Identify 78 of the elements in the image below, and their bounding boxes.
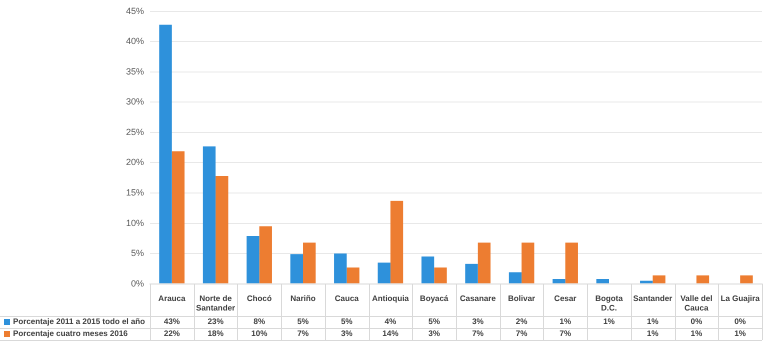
x-tick-label: Chocó bbox=[246, 294, 272, 303]
bar bbox=[434, 267, 447, 284]
bar bbox=[652, 275, 666, 284]
data-label: 4% bbox=[384, 317, 396, 326]
data-label: 0% bbox=[734, 317, 746, 326]
x-tick-label: Arauca bbox=[158, 294, 186, 303]
y-tick-label: 10% bbox=[126, 218, 144, 228]
data-label: 3% bbox=[428, 329, 440, 338]
data-label: 7% bbox=[472, 329, 484, 338]
bar bbox=[159, 24, 172, 284]
bar bbox=[259, 226, 272, 284]
x-tick-label: Nariño bbox=[290, 294, 316, 303]
data-label: 14% bbox=[382, 329, 398, 338]
data-label: 8% bbox=[254, 317, 266, 326]
x-tick-label: Boyacá bbox=[420, 294, 449, 303]
y-tick-label: 30% bbox=[126, 96, 144, 107]
data-label: 7% bbox=[560, 329, 572, 338]
y-tick-label: 20% bbox=[126, 157, 144, 168]
data-label: 1% bbox=[560, 317, 572, 326]
bar bbox=[172, 151, 185, 284]
data-label: 5% bbox=[297, 317, 309, 326]
legend-label: Porcentaje cuatro meses 2016 bbox=[13, 329, 128, 338]
data-label: 3% bbox=[340, 329, 353, 338]
x-tick-label: Santander bbox=[633, 294, 672, 303]
y-tick-label: 5% bbox=[131, 248, 144, 258]
y-tick-label: 35% bbox=[126, 66, 144, 76]
bar bbox=[565, 242, 578, 284]
bar bbox=[640, 280, 653, 284]
data-label: 7% bbox=[516, 329, 528, 338]
x-tick-label: La Guajira bbox=[720, 294, 760, 303]
x-tick-label: Casanare bbox=[460, 294, 496, 303]
x-tick-label: Norte de Santander bbox=[196, 294, 236, 312]
bar bbox=[202, 146, 216, 284]
x-tick-label: Antioquia bbox=[372, 294, 410, 303]
x-tick-label: Cesar bbox=[554, 294, 576, 303]
bar bbox=[596, 278, 610, 284]
data-label: 43% bbox=[164, 317, 180, 326]
data-label: 7% bbox=[297, 329, 309, 338]
y-tick-label: 40% bbox=[126, 36, 144, 46]
data-label: 5% bbox=[340, 317, 353, 326]
bar bbox=[346, 267, 360, 284]
data-label: 1% bbox=[734, 329, 746, 338]
data-label: 1% bbox=[690, 329, 702, 338]
bar bbox=[378, 262, 390, 284]
bar bbox=[246, 236, 260, 284]
bar bbox=[696, 275, 710, 284]
bar bbox=[390, 200, 404, 284]
data-label: 3% bbox=[472, 317, 484, 326]
data-label: 2% bbox=[516, 317, 528, 326]
data-label: 10% bbox=[251, 329, 268, 338]
data-label: 22% bbox=[164, 329, 180, 338]
bar bbox=[522, 242, 534, 284]
x-tick-label: Bogota D.C. bbox=[595, 294, 624, 312]
y-tick-label: 15% bbox=[126, 187, 144, 198]
x-tick-label: Cauca bbox=[334, 294, 360, 303]
bar bbox=[290, 254, 304, 284]
x-tick-label: Bolivar bbox=[508, 294, 536, 303]
y-tick-label: 0% bbox=[131, 278, 144, 288]
x-tick-label: Valle del Cauca bbox=[680, 294, 712, 312]
y-tick-label: 25% bbox=[126, 126, 144, 137]
bar bbox=[508, 272, 522, 284]
data-label: 5% bbox=[428, 317, 440, 326]
data-label: 18% bbox=[208, 329, 224, 338]
data-label: 1% bbox=[646, 317, 658, 326]
data-label: 1% bbox=[603, 317, 615, 326]
bar bbox=[334, 254, 347, 284]
bar bbox=[303, 242, 316, 284]
data-label: 1% bbox=[646, 329, 658, 338]
bar bbox=[552, 278, 566, 284]
data-label: 23% bbox=[208, 317, 224, 326]
legend-label: Porcentaje 2011 a 2015 todo el año bbox=[13, 317, 146, 326]
bar bbox=[421, 256, 434, 284]
bar bbox=[478, 242, 491, 284]
bar bbox=[465, 264, 478, 284]
bar bbox=[216, 176, 228, 284]
y-tick-label: 45% bbox=[126, 6, 144, 16]
bar bbox=[740, 275, 753, 284]
data-label: 0% bbox=[690, 317, 702, 326]
